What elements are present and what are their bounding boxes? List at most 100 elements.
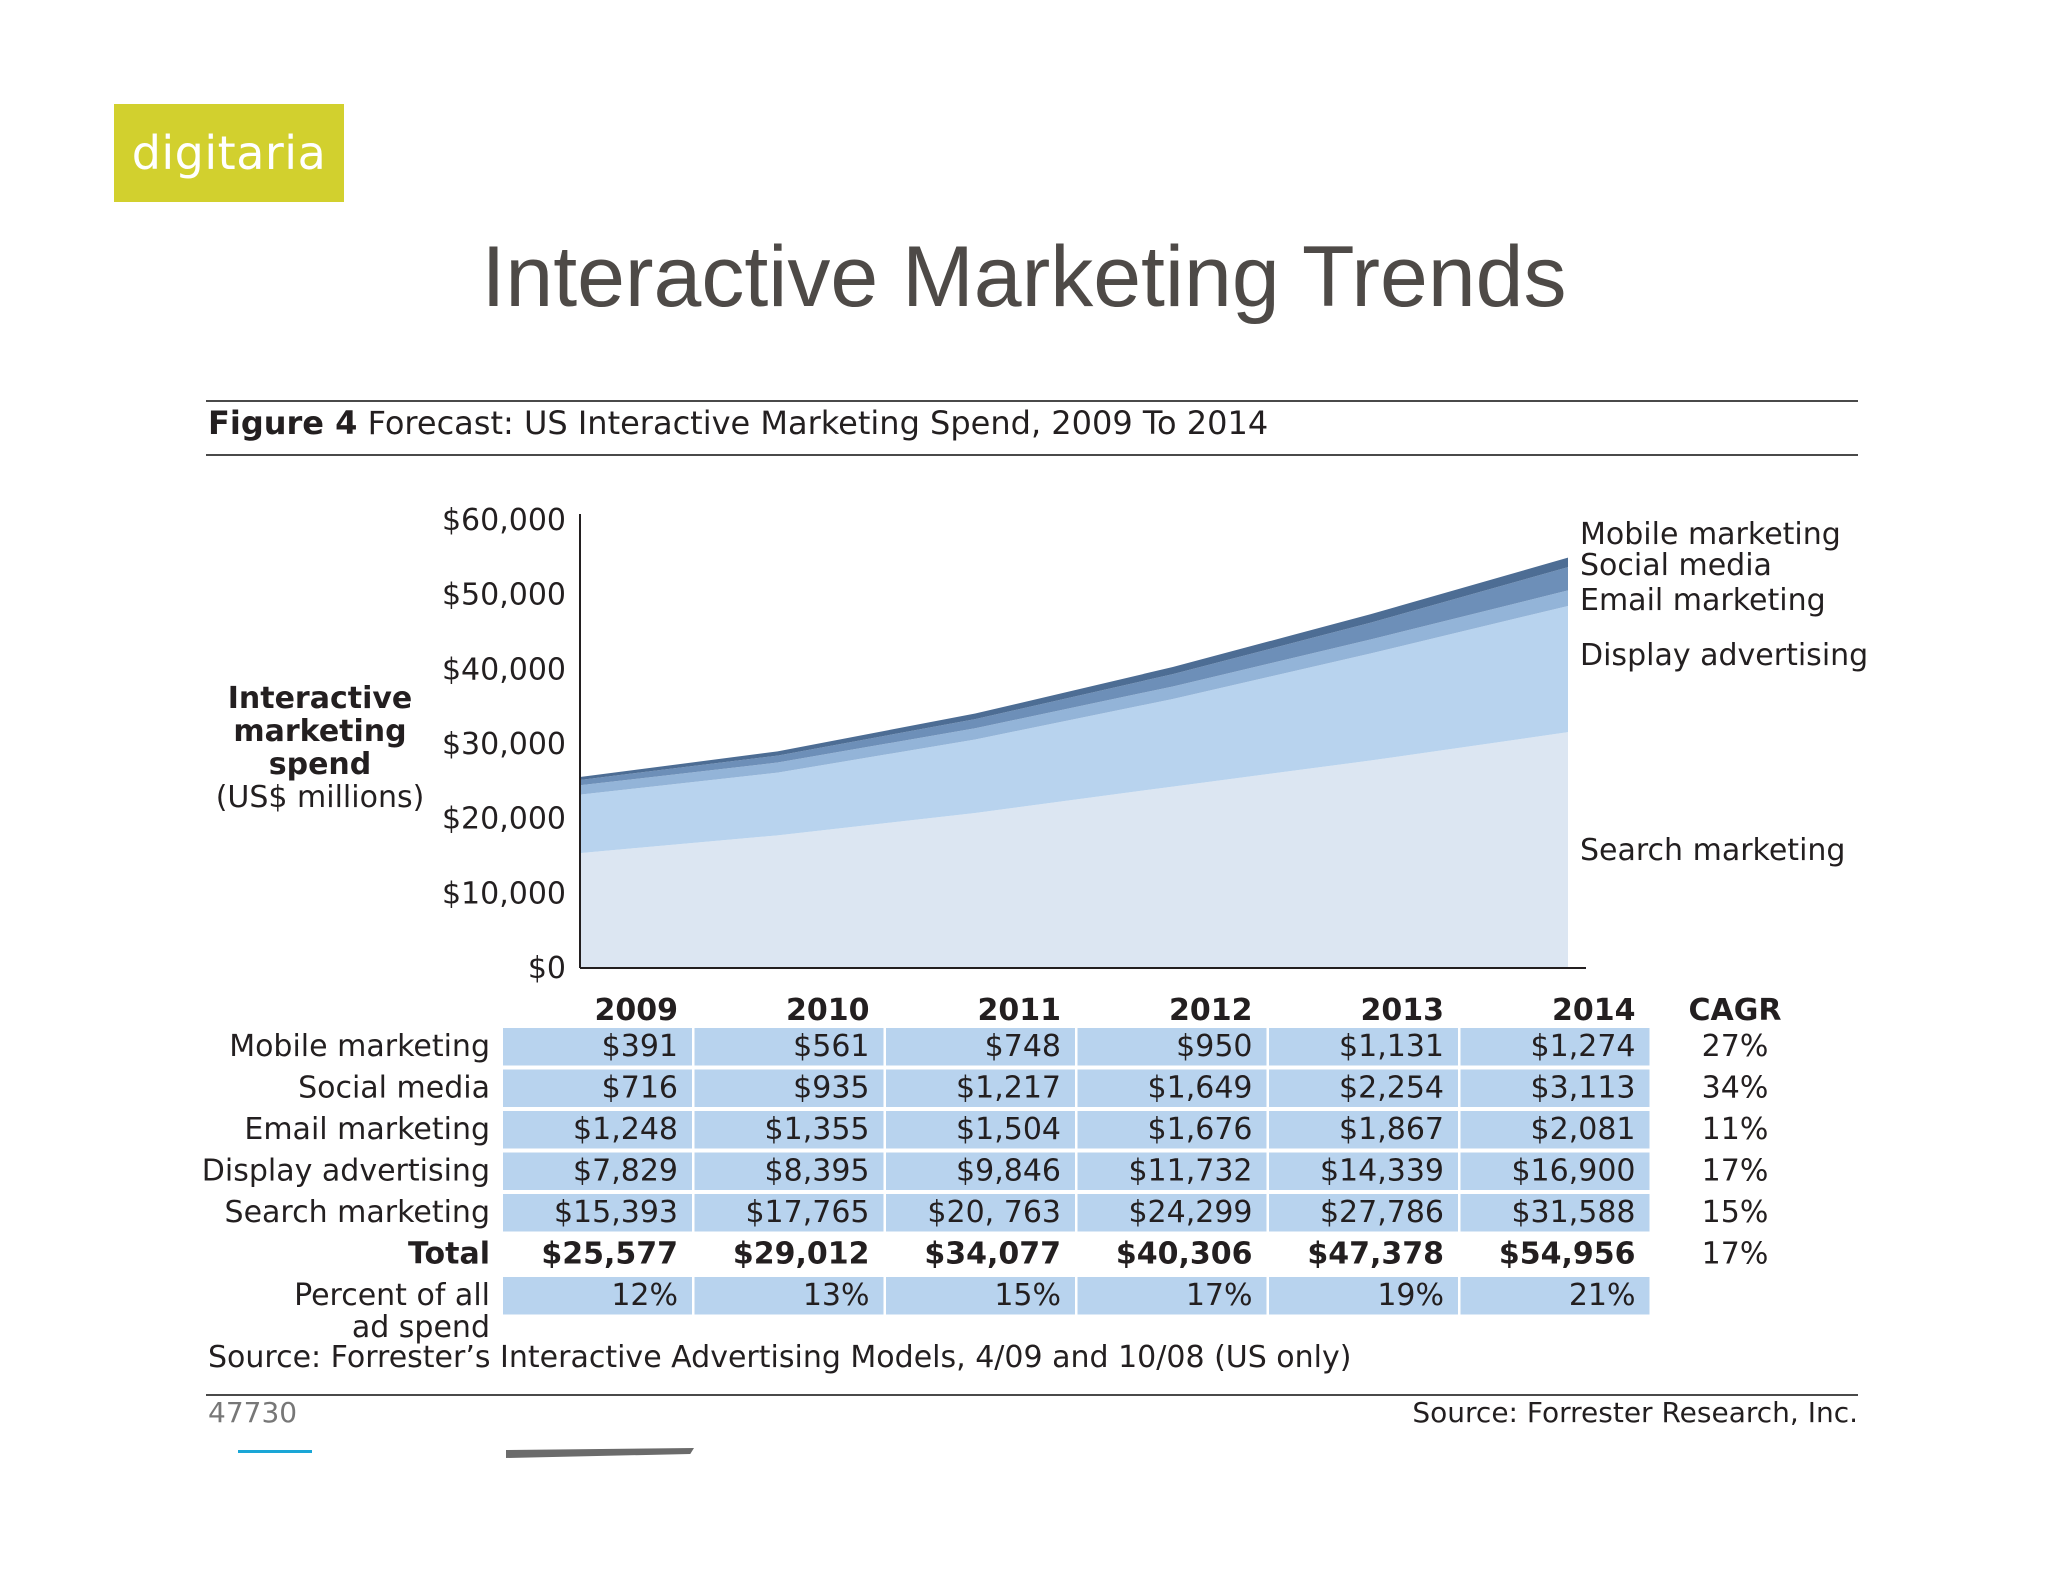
table-cell-bg [886,1194,1075,1232]
series-label: Search marketing [1580,833,1845,868]
series-label: Social media [1580,548,1772,583]
figure-label: Figure 4 [208,404,358,442]
table-cell: $1,676 [1148,1112,1253,1147]
y-tick-label: $0 [528,951,566,986]
table-cell: $2,081 [1531,1112,1636,1147]
table-cell: $11,732 [1128,1154,1252,1189]
y-tick-label: $10,000 [442,876,566,911]
figure-id: 47730 [208,1396,298,1429]
cagr-value: 17% [1702,1237,1769,1272]
footer-rule [206,1394,1858,1396]
x-tick-label: 2012 [1169,993,1253,1028]
table-cell: $14,339 [1320,1154,1444,1189]
table-cell-bg [1269,1194,1458,1232]
table-total-cell: $40,306 [1116,1237,1253,1272]
table-percent-cell: 21% [1569,1278,1636,1313]
slide-title: Interactive Marketing Trends [481,229,1567,325]
table-cell-bg [503,1194,692,1232]
series-label: Mobile marketing [1580,517,1841,552]
table-cell: $9,846 [956,1154,1061,1189]
cagr-value: 17% [1702,1154,1769,1189]
table-cell: $391 [602,1029,678,1064]
figure-bottom-rule [206,454,1858,456]
x-tick-label: 2010 [786,993,870,1028]
table-cell-bg [1460,1069,1650,1107]
table-cell-bg [1077,1277,1267,1315]
table-cell-bg [1077,1028,1267,1066]
table-cell: $1,649 [1148,1071,1253,1106]
table-row-label: Search marketing [225,1195,490,1230]
y-tick-label: $50,000 [442,578,566,613]
table-cell-bg [1269,1152,1458,1190]
table-total-cell: $54,956 [1499,1237,1636,1272]
table-cell-bg [886,1028,1075,1066]
table-cell: $15,393 [554,1195,678,1230]
figure-caption: Forecast: US Interactive Marketing Spend… [367,404,1269,442]
table-cell-bg [1269,1111,1458,1149]
marketing-spend-chart: $0 $10,000 $20,000 $30,000 $40,000 $50,000 $60… [202,503,1868,1345]
table-cell-bg [1460,1111,1650,1149]
table-cell-bg [694,1152,884,1190]
table-cell-bg [694,1028,884,1066]
table-cell-bg [1269,1028,1458,1066]
table-cell: $31,588 [1511,1195,1635,1230]
table-cell: $1,504 [956,1112,1061,1147]
table-cell-bg [503,1152,692,1190]
table-cell: $2,254 [1339,1071,1444,1106]
table-cell-bg [694,1069,884,1107]
area-series-0 [580,732,1568,968]
table-cell: $1,274 [1531,1029,1636,1064]
table-cell-bg [1269,1277,1458,1315]
table-total-cell: $34,077 [924,1237,1061,1272]
table-cell-bg [1460,1152,1650,1190]
cagr-value: 11% [1702,1112,1769,1147]
table-cell-bg [1460,1028,1650,1066]
table-cell-bg [1077,1069,1267,1107]
y-axis-title-line: marketing [233,714,406,749]
table-cell: $24,299 [1128,1195,1252,1230]
source-credit: Source: Forrester Research, Inc. [1412,1396,1858,1429]
table-cell: $1,355 [765,1112,870,1147]
table-total-cell: $25,577 [541,1237,678,1272]
table-cell: $1,248 [573,1112,678,1147]
table-cell-bg [694,1277,884,1315]
table-cell-bg [1077,1111,1267,1149]
table-cell: $748 [985,1029,1061,1064]
table-percent-cell: 19% [1377,1278,1444,1313]
table-cell-bg [886,1152,1075,1190]
table-cell-bg [1460,1277,1650,1315]
table-row-label: Display advertising [202,1154,490,1189]
table-cell-bg [1077,1194,1267,1232]
table-row-label: Email marketing [244,1112,490,1147]
table-cell: $17,765 [745,1195,869,1230]
y-axis-title-line: Interactive [228,681,413,716]
table-cell: $950 [1176,1029,1252,1064]
table-percent-label: Percent of all [294,1278,490,1313]
decorative-blue-line [238,1450,312,1453]
table-cell: $20, 763 [927,1195,1061,1230]
x-tick-label: 2013 [1361,993,1445,1028]
table-total-cell: $47,378 [1307,1237,1444,1272]
table-cell: $716 [602,1071,678,1106]
area-series-1 [580,605,1568,854]
figure-top-rule [206,400,1858,402]
table-cell: $7,829 [573,1154,678,1189]
table-cell: $27,786 [1320,1195,1444,1230]
table-cell: $1,867 [1339,1112,1444,1147]
table-percent-cell: 12% [611,1278,678,1313]
cagr-value: 15% [1702,1195,1769,1230]
figure-title: Figure 4 Forecast: US Interactive Market… [208,404,1268,442]
x-tick-label: 2011 [978,993,1062,1028]
table-cell-bg [886,1111,1075,1149]
area-series-2 [580,590,1568,795]
cagr-value: 34% [1702,1071,1769,1106]
table-row-label: Mobile marketing [229,1029,490,1064]
y-tick-label: $20,000 [442,802,566,837]
table-cell: $561 [793,1029,869,1064]
table-cell: $8,395 [765,1154,870,1189]
table-cell-bg [694,1111,884,1149]
cagr-header: CAGR [1689,993,1782,1028]
table-cell-bg [1077,1152,1267,1190]
series-label: Display advertising [1580,638,1868,673]
table-total-label: Total [408,1237,490,1272]
